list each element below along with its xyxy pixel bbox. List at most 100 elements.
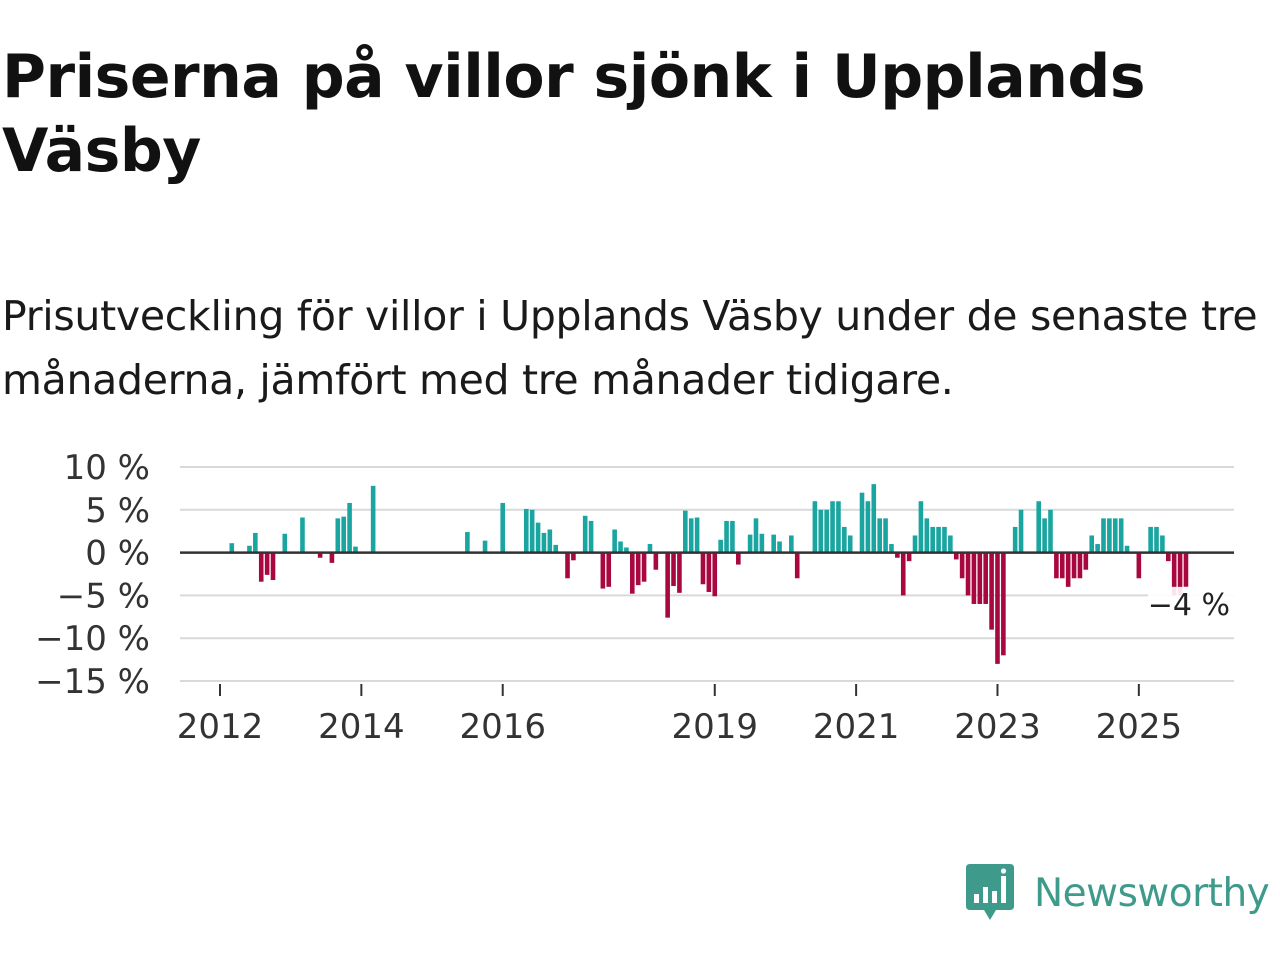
bar: [977, 552, 983, 604]
bar: [624, 547, 629, 553]
bar: [671, 552, 676, 586]
bar: [612, 529, 617, 553]
bar: [1112, 518, 1118, 553]
bar: [547, 529, 553, 553]
bar: [247, 545, 252, 553]
bar: [370, 485, 376, 553]
bar: [883, 518, 888, 553]
bar: [1042, 518, 1047, 553]
bar: [718, 539, 723, 553]
bar: [535, 522, 541, 553]
bar: [942, 526, 947, 553]
bar: [1148, 526, 1153, 553]
x-tick-label: 2023: [954, 707, 1041, 747]
bar: [258, 552, 264, 582]
bar: [1136, 552, 1142, 579]
bar: [1083, 552, 1089, 570]
bar: [683, 510, 688, 553]
bar: [777, 541, 782, 553]
gridlines: [180, 466, 1234, 682]
bar: [1160, 535, 1165, 553]
bar: [948, 535, 953, 553]
bar: [1118, 518, 1124, 553]
bar: [747, 534, 753, 553]
bar: [688, 518, 694, 553]
bar: [753, 518, 759, 553]
y-tick-label: −5 %: [57, 576, 150, 616]
bar: [618, 541, 623, 553]
bar: [635, 552, 641, 586]
bar: [653, 552, 659, 570]
bar: [1077, 552, 1083, 579]
bar: [264, 552, 270, 575]
bar: [565, 552, 570, 579]
y-tick-label: 5 %: [85, 491, 150, 531]
bar: [706, 552, 712, 592]
bar: [794, 552, 800, 579]
bar: [989, 552, 994, 630]
labels: 10 %5 %0 %−5 %−10 %−15 % 2012 2014 2016 2019…: [35, 448, 1234, 747]
bar: [1071, 552, 1077, 579]
bar: [1089, 535, 1095, 553]
chart-subtitle: Prisutveckling för villor i Upplands Väs…: [2, 292, 1258, 404]
bar: [924, 518, 930, 553]
bar: [300, 517, 305, 553]
bar: [865, 501, 871, 553]
bar: [859, 492, 865, 553]
bar: [983, 552, 988, 604]
bar: [965, 552, 971, 596]
bar: [482, 540, 488, 553]
bar: [871, 484, 877, 553]
bar: [665, 552, 670, 618]
x-tick-label: 2016: [459, 707, 546, 747]
bar: [912, 535, 918, 553]
bar: [606, 552, 612, 587]
bar: [317, 552, 323, 558]
bar: [694, 517, 700, 553]
bar: [329, 552, 335, 563]
bar: [936, 526, 941, 553]
bar: [812, 501, 818, 553]
annotation-background: [1147, 586, 1234, 625]
bar: [712, 552, 718, 597]
bar: [1171, 552, 1177, 596]
bar: [930, 526, 935, 553]
bar: [730, 520, 735, 553]
y-tick-label: 10 %: [64, 448, 150, 488]
bar: [553, 544, 559, 553]
y-tick-label: −10 %: [35, 619, 150, 659]
x-tick-label: 2012: [177, 707, 264, 747]
bar: [347, 502, 352, 553]
bar: [335, 518, 341, 553]
bar: [253, 532, 258, 553]
bar: [1018, 509, 1024, 553]
bar: [759, 533, 765, 553]
x-tick-label: 2025: [1096, 707, 1183, 747]
bar: [824, 509, 829, 553]
bar: [582, 515, 588, 553]
bar: [736, 552, 741, 565]
bar: [971, 552, 977, 604]
bar: [959, 552, 965, 579]
bar: [895, 552, 900, 558]
bar: [995, 552, 1000, 664]
bar: [1012, 526, 1018, 553]
bar: [1154, 526, 1159, 553]
bar: [353, 546, 358, 553]
bar: [836, 501, 841, 553]
bar: [1048, 509, 1053, 553]
bar: [1183, 552, 1189, 587]
bars: [229, 484, 1189, 664]
bar: [571, 552, 576, 561]
bar: [641, 552, 647, 582]
bar: [229, 543, 235, 553]
bar: [647, 544, 653, 553]
y-tick-label: −15 %: [35, 662, 150, 702]
bar: [830, 501, 835, 553]
bar: [600, 552, 606, 589]
y-tick-label: 0 %: [85, 534, 150, 574]
bar: [1124, 545, 1130, 553]
bar: [789, 535, 794, 553]
bar: [1036, 501, 1042, 553]
bar: [918, 501, 924, 553]
